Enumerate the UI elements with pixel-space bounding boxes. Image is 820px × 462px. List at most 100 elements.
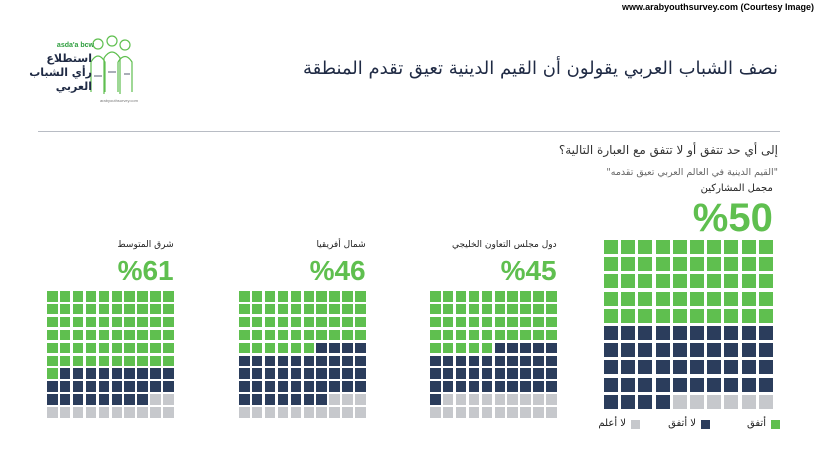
waffle-cell-disagree	[520, 381, 531, 392]
waffle-cell-agree	[455, 316, 467, 328]
waffle-cell-disagree	[290, 394, 302, 405]
waffle-cell-agree	[316, 291, 327, 302]
waffle-cell-disagree	[604, 343, 618, 358]
waffle-cell-agree	[290, 303, 302, 315]
waffle-cell-agree	[72, 355, 84, 366]
waffle-cell-agree	[468, 316, 480, 328]
waffle-cell-disagree	[494, 381, 505, 392]
waffle-cell-disagree	[264, 394, 276, 405]
panel-percentage: %46	[309, 255, 366, 286]
waffle-cell-dont-know	[124, 407, 135, 418]
waffle-cell-agree	[47, 291, 58, 302]
waffle-cell-disagree	[707, 343, 722, 358]
waffle-cell-dont-know	[85, 407, 97, 418]
waffle-cell-agree	[546, 329, 557, 341]
waffle-cell-disagree	[655, 394, 670, 409]
waffle-cell-agree	[59, 303, 71, 315]
waffle-cell-disagree	[690, 343, 704, 358]
waffle-cell-dont-know	[264, 407, 276, 418]
waffle-cell-agree	[124, 355, 135, 366]
waffle-cell-dont-know	[481, 394, 493, 405]
waffle-cell-agree	[533, 316, 544, 328]
waffle-cell-dont-know	[520, 394, 531, 405]
waffle-cell-agree	[672, 308, 687, 323]
waffle-cell-disagree	[72, 368, 84, 379]
waffle-cell-agree	[124, 329, 135, 341]
waffle-cell-dont-know	[430, 407, 441, 418]
waffle-cell-agree	[72, 316, 84, 328]
waffle-cell-dont-know	[442, 394, 454, 405]
panel-percentage: %61	[117, 255, 174, 286]
waffle-cell-agree	[303, 316, 314, 328]
waffle-cell-disagree	[150, 368, 161, 379]
legend-label-disagree: لا أتفق	[668, 418, 696, 429]
waffle-cell-agree	[604, 274, 618, 289]
waffle-cell-disagree	[72, 394, 84, 405]
waffle-cell-agree	[533, 329, 544, 341]
waffle-cell-disagree	[533, 355, 544, 366]
waffle-cell-agree	[303, 303, 314, 315]
waffle-cell-disagree	[621, 377, 636, 392]
waffle-cell-agree	[468, 342, 480, 354]
waffle-cell-agree	[494, 291, 505, 302]
waffle-cell-agree	[468, 303, 480, 315]
waffle-cell-disagree	[604, 377, 618, 392]
waffle-cell-disagree	[137, 368, 148, 379]
waffle-cell-agree	[111, 316, 122, 328]
waffle-cell-agree	[758, 291, 773, 306]
waffle-cell-disagree	[251, 394, 263, 405]
waffle-cell-disagree	[724, 360, 739, 375]
waffle-cell-disagree	[316, 381, 327, 392]
waffle-cell-agree	[430, 342, 441, 354]
waffle-cell-disagree	[758, 360, 773, 375]
waffle-cell-agree	[468, 329, 480, 341]
waffle-cell-agree	[239, 329, 250, 341]
waffle-cell-disagree	[316, 342, 327, 354]
waffle-cell-disagree	[251, 368, 263, 379]
waffle-cell-disagree	[724, 377, 739, 392]
waffle-cell-agree	[355, 303, 366, 315]
waffle-cell-dont-know	[468, 394, 480, 405]
waffle-cell-agree	[481, 342, 493, 354]
waffle-cell-disagree	[442, 368, 454, 379]
waffle-cell-agree	[290, 291, 302, 302]
waffle-cell-disagree	[494, 342, 505, 354]
waffle-cell-disagree	[507, 368, 518, 379]
waffle-cell-agree	[481, 329, 493, 341]
legend-label-agree: أتفق	[747, 418, 766, 429]
waffle-cell-disagree	[481, 368, 493, 379]
waffle-cell-disagree	[316, 355, 327, 366]
waffle-cell-agree	[604, 240, 618, 254]
waffle-cell-agree	[163, 342, 174, 354]
waffle-cell-agree	[264, 291, 276, 302]
waffle-cell-agree	[507, 291, 518, 302]
waffle-cell-disagree	[672, 326, 687, 340]
waffle-cell-agree	[707, 308, 722, 323]
waffle-cell-agree	[163, 303, 174, 315]
waffle-cell-agree	[277, 316, 289, 328]
waffle-cell-agree	[455, 303, 467, 315]
waffle-cell-disagree	[672, 360, 687, 375]
waffle-cell-agree	[72, 291, 84, 302]
waffle-cell-disagree	[430, 355, 441, 366]
waffle-cell-dont-know	[758, 394, 773, 409]
waffle-cell-dont-know	[494, 407, 505, 418]
waffle-cell-agree	[137, 342, 148, 354]
waffle-cell-disagree	[355, 355, 366, 366]
legend-swatch-agree	[771, 420, 780, 429]
waffle-cell-disagree	[621, 394, 636, 409]
waffle-cell-agree	[239, 342, 250, 354]
panel-label: شرق المتوسط	[117, 240, 174, 250]
waffle-cell-agree	[72, 329, 84, 341]
waffle-cell-disagree	[163, 381, 174, 392]
waffle-cell-disagree	[430, 381, 441, 392]
waffle-cell-dont-know	[707, 394, 722, 409]
waffle-cell-disagree	[239, 394, 250, 405]
waffle-cell-disagree	[342, 381, 353, 392]
waffle-cell-dont-know	[741, 394, 756, 409]
waffle-cell-agree	[690, 257, 704, 272]
waffle-cell-disagree	[655, 326, 670, 340]
waffle-cell-agree	[621, 240, 636, 254]
waffle-cell-agree	[251, 329, 263, 341]
waffle-cell-agree	[442, 303, 454, 315]
